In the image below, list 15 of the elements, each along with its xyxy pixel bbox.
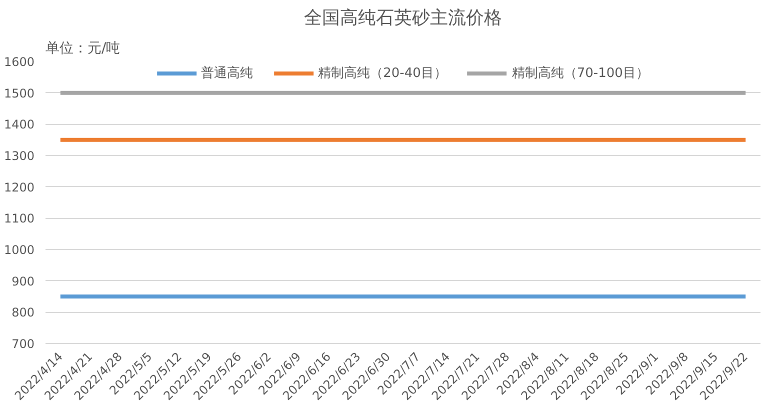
- legend-label: 精制高纯（70-100目）: [512, 65, 649, 82]
- y-tick-label: 800: [12, 306, 34, 320]
- y-tick-label: 1400: [4, 118, 35, 132]
- y-tick-label: 1300: [4, 149, 35, 163]
- text: 单位：元/吨: [46, 40, 120, 56]
- legend-label: 精制高纯（20-40目）: [318, 65, 447, 82]
- legend-label: 普通高纯: [201, 64, 254, 82]
- y-tick-label: 1500: [4, 86, 35, 100]
- chart-title: 全国高纯石英砂主流价格: [304, 8, 502, 28]
- y-tick-label: 1100: [4, 212, 35, 226]
- y-tick-label: 1000: [4, 243, 35, 257]
- y-tick-label: 700: [12, 337, 34, 351]
- y-tick-label: 1200: [4, 180, 35, 194]
- y-tick-label: 1600: [4, 55, 35, 69]
- y-tick-label: 900: [12, 274, 34, 288]
